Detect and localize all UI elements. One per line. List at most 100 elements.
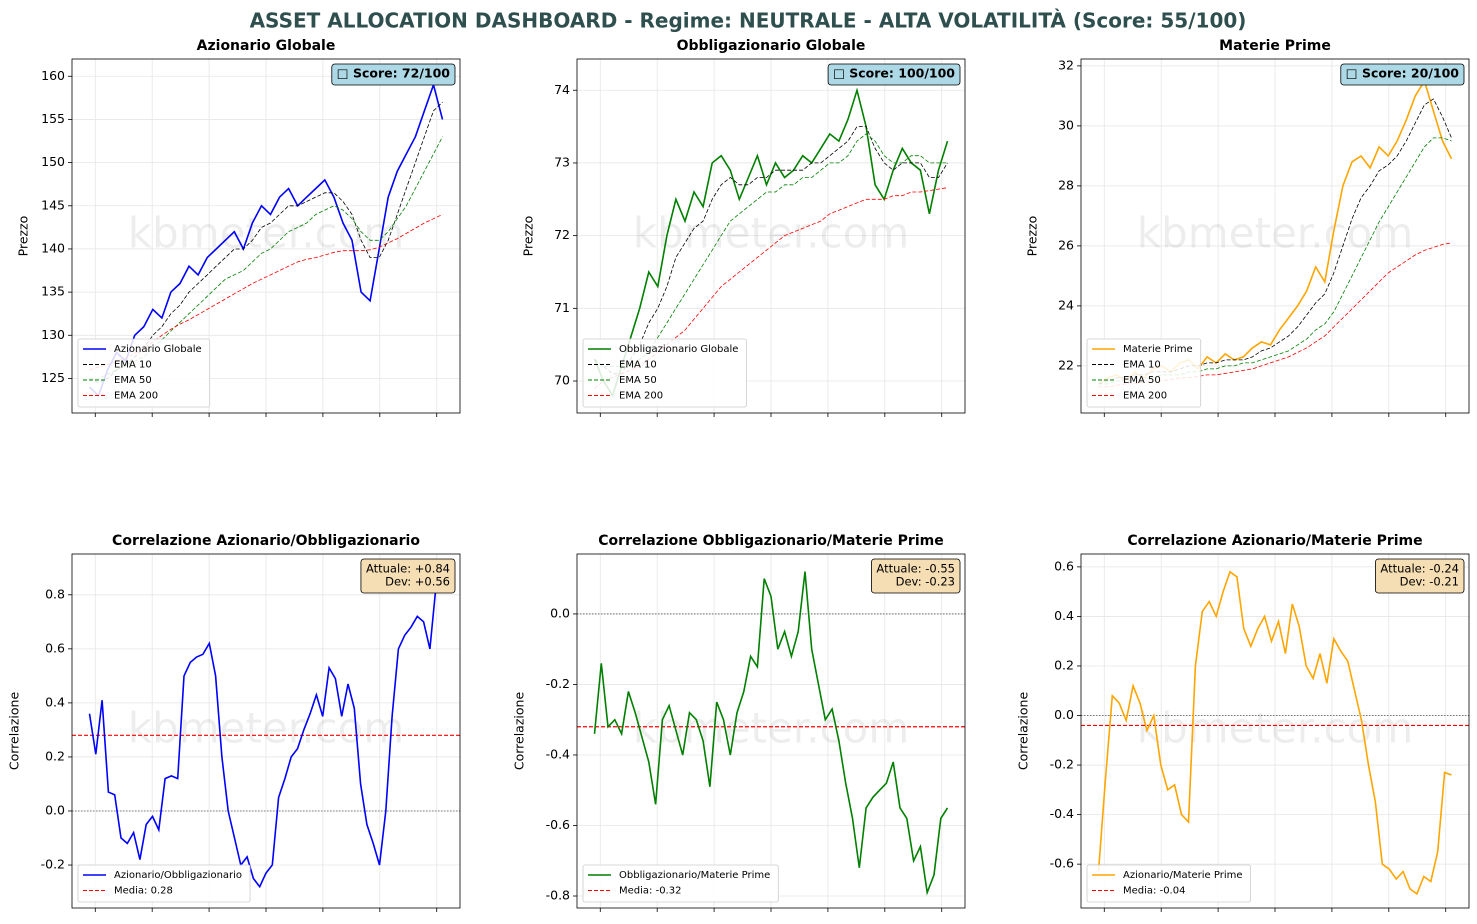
legend-label: Obbligazionario/Materie Prime xyxy=(619,870,770,881)
badge: □ Score: 72/100 xyxy=(331,63,456,86)
series-line xyxy=(88,583,443,889)
badge-text: Dev: -0.21 xyxy=(1400,575,1459,589)
frame xyxy=(1080,58,1470,414)
y-tick-label: 150 xyxy=(41,154,65,169)
subplot-title: Correlazione Azionario/Materie Prime xyxy=(1127,533,1422,549)
watermark: kbmeter.com xyxy=(633,209,910,258)
legend-label: EMA 10 xyxy=(619,360,657,371)
badge-text: □ Score: 20/100 xyxy=(1346,66,1460,81)
legend-label: Azionario/Obbligazionario xyxy=(114,870,242,881)
y-axis-label: Correlazione xyxy=(7,692,22,771)
y-tick-label: 30 xyxy=(1058,117,1074,132)
y-axis-label: Correlazione xyxy=(512,692,527,771)
y-tick-label: 70 xyxy=(554,373,570,388)
y-tick-label: 73 xyxy=(554,154,570,169)
y-tick-label: 155 xyxy=(41,111,65,126)
subplot: -0.2 0.0 0.2 0.4 0.6 0.8 kbmeter.com Correlazio… xyxy=(7,533,461,912)
legend: Materie Prime EMA 10 EMA 50 EMA 200 xyxy=(1086,338,1202,408)
legend-box xyxy=(1086,338,1202,408)
badge-text: Attuale: -0.55 xyxy=(876,562,955,576)
y-tick-label: 130 xyxy=(41,327,65,342)
legend-label: Media: -0.32 xyxy=(619,886,681,897)
badge-text: □ Score: 72/100 xyxy=(337,66,451,81)
y-tick-label: 0.6 xyxy=(1054,558,1074,573)
legend: Obbligazionario Globale EMA 10 EMA 50 EMA 2… xyxy=(582,338,747,408)
legend-label: EMA 50 xyxy=(114,375,152,386)
badge: □ Score: 20/100 xyxy=(1340,63,1465,86)
badge-text: Attuale: +0.84 xyxy=(366,562,450,576)
y-tick-label: -0.2 xyxy=(546,676,570,691)
y-tick-label: 74 xyxy=(554,82,570,97)
legend-label: EMA 200 xyxy=(619,391,663,402)
y-axis-label: Correlazione xyxy=(1016,692,1031,771)
y-tick-label: -0.2 xyxy=(41,857,65,872)
y-tick-label: 72 xyxy=(554,227,570,242)
series-line xyxy=(88,82,444,398)
legend-label: Media: -0.04 xyxy=(1123,886,1185,897)
badge-box xyxy=(871,558,961,594)
watermark: kbmeter.com xyxy=(633,704,910,753)
y-tick-label: 0.0 xyxy=(550,605,570,620)
y-axis-label: Prezzo xyxy=(16,216,31,257)
legend: Obbligazionario/Materie Prime Media: -0.3… xyxy=(582,864,779,903)
y-tick-label: 135 xyxy=(41,284,65,299)
legend-box xyxy=(1086,864,1251,903)
lines xyxy=(577,571,965,896)
subplot: 125 130 135 140 145 150 155 160 kbmeter.com Azion… xyxy=(16,38,461,417)
subplot: 22 24 26 28 30 32 kbmeter.com Materie Prime Prez… xyxy=(1025,38,1470,417)
legend-label: Azionario Globale xyxy=(114,344,202,355)
legend: Azionario/Materie Prime Media: -0.04 xyxy=(1086,864,1251,903)
legend-label: EMA 200 xyxy=(1123,391,1167,402)
subplot-title: Obbligazionario Globale xyxy=(677,38,866,54)
badge-text: Dev: +0.56 xyxy=(385,575,450,589)
y-tick-label: 145 xyxy=(41,197,65,212)
y-tick-label: 28 xyxy=(1058,177,1074,192)
frame xyxy=(71,553,461,909)
series-line xyxy=(594,126,948,375)
subplot-title: Correlazione Azionario/Obbligazionario xyxy=(112,533,420,549)
badge-box xyxy=(331,63,456,86)
series-line xyxy=(89,214,443,371)
legend-label: EMA 50 xyxy=(1123,375,1161,386)
badge-box xyxy=(1340,63,1465,86)
subplot-title: Azionario Globale xyxy=(197,38,336,54)
legend-label: Obbligazionario Globale xyxy=(619,344,738,355)
y-tick-label: 22 xyxy=(1058,357,1074,372)
subplot: -0.6 -0.4 -0.2 0.0 0.2 0.4 0.6 kbmeter.com Corre… xyxy=(1016,533,1470,912)
badge-text: □ Score: 100/100 xyxy=(833,66,955,81)
y-axis-label: Prezzo xyxy=(1025,216,1040,257)
y-tick-label: 140 xyxy=(41,240,65,255)
y-tick-label: 0.2 xyxy=(1054,657,1074,672)
y-tick-label: 0.4 xyxy=(45,694,65,709)
legend-label: Materie Prime xyxy=(1123,344,1193,355)
lines xyxy=(72,583,460,889)
badge-box xyxy=(827,63,961,86)
badge-text: Attuale: -0.24 xyxy=(1380,562,1459,576)
y-tick-label: -0.2 xyxy=(1050,757,1074,772)
legend-label: EMA 50 xyxy=(619,375,657,386)
y-tick-label: 125 xyxy=(41,370,65,385)
legend-box xyxy=(77,338,211,408)
legend: Azionario Globale EMA 10 EMA 50 EMA 200 xyxy=(77,338,211,408)
y-tick-label: 26 xyxy=(1058,237,1074,252)
y-tick-label: -0.8 xyxy=(546,888,570,903)
y-tick-label: -0.4 xyxy=(1050,806,1074,821)
subplot-title: Correlazione Obbligazionario/Materie Pri… xyxy=(598,533,943,549)
badge-box xyxy=(1375,558,1465,594)
legend-box xyxy=(582,864,779,903)
y-tick-label: -0.6 xyxy=(1050,856,1074,871)
frame xyxy=(576,553,966,909)
y-axis-label: Prezzo xyxy=(521,216,536,257)
frame xyxy=(576,58,966,414)
legend-label: Media: 0.28 xyxy=(114,886,173,897)
legend: Azionario/Obbligazionario Media: 0.28 xyxy=(77,864,251,903)
legend-label: EMA 200 xyxy=(114,391,158,402)
frame xyxy=(71,58,461,414)
badge-text: Dev: -0.23 xyxy=(896,575,955,589)
legend-label: Azionario/Materie Prime xyxy=(1123,870,1243,881)
y-tick-label: 0.2 xyxy=(45,748,65,763)
legend-box xyxy=(582,338,747,408)
